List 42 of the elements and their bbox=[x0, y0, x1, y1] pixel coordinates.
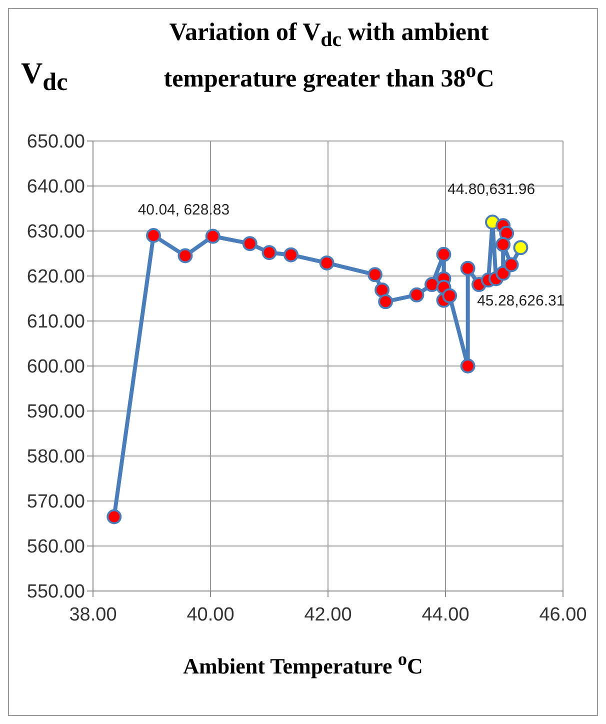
point bbox=[205, 228, 220, 244]
point bbox=[374, 282, 390, 298]
y-tick-label: 570.00 bbox=[26, 492, 85, 513]
y-tick-label: 600.00 bbox=[26, 356, 85, 378]
point bbox=[283, 247, 298, 262]
point bbox=[262, 245, 277, 260]
y-tick-label: 650.00 bbox=[26, 132, 85, 153]
y-tick-label: 640.00 bbox=[26, 176, 85, 198]
point bbox=[496, 266, 511, 281]
point bbox=[242, 236, 258, 252]
y-tick-label: 610.00 bbox=[26, 312, 85, 333]
x-tick-label: 44.00 bbox=[422, 604, 470, 626]
chart-title: Variation of V$_{dc}$ with ambient temperature greater than 38$^{o}$C bbox=[162, 18, 496, 94]
annotation: 40.04, 628.83 bbox=[138, 201, 230, 218]
y-axis-title: V$_{dc}$ bbox=[21, 57, 68, 97]
point bbox=[460, 260, 476, 276]
x-tick-label: 40.00 bbox=[186, 604, 234, 626]
y-tick-label: 620.00 bbox=[26, 266, 85, 288]
point bbox=[368, 267, 382, 282]
x-tick-label: 42.00 bbox=[304, 604, 352, 626]
point bbox=[436, 246, 452, 262]
y-tick-label: 630.00 bbox=[26, 222, 85, 243]
x-tick-label: 38.00 bbox=[69, 604, 117, 626]
y-tick-label: 560.00 bbox=[26, 536, 85, 558]
y-tick-label: 580.00 bbox=[26, 446, 85, 468]
annotation: 45.28,626.31 bbox=[477, 292, 565, 310]
point bbox=[409, 287, 424, 302]
point bbox=[378, 294, 394, 310]
point bbox=[319, 255, 334, 270]
y-tick-label: 590.00 bbox=[26, 402, 85, 423]
point bbox=[442, 288, 458, 304]
annotation: 44.80,631.96 bbox=[448, 181, 536, 198]
point bbox=[496, 237, 511, 252]
point bbox=[178, 248, 193, 264]
point bbox=[146, 228, 162, 243]
point bbox=[513, 240, 528, 256]
point bbox=[460, 358, 476, 374]
point bbox=[106, 509, 122, 524]
x-axis-title: Ambient Temperature $^{o}$C bbox=[182, 649, 424, 680]
y-tick-label: 550.00 bbox=[26, 582, 85, 603]
x-tick-label: 46.00 bbox=[539, 604, 587, 626]
point bbox=[504, 257, 519, 272]
